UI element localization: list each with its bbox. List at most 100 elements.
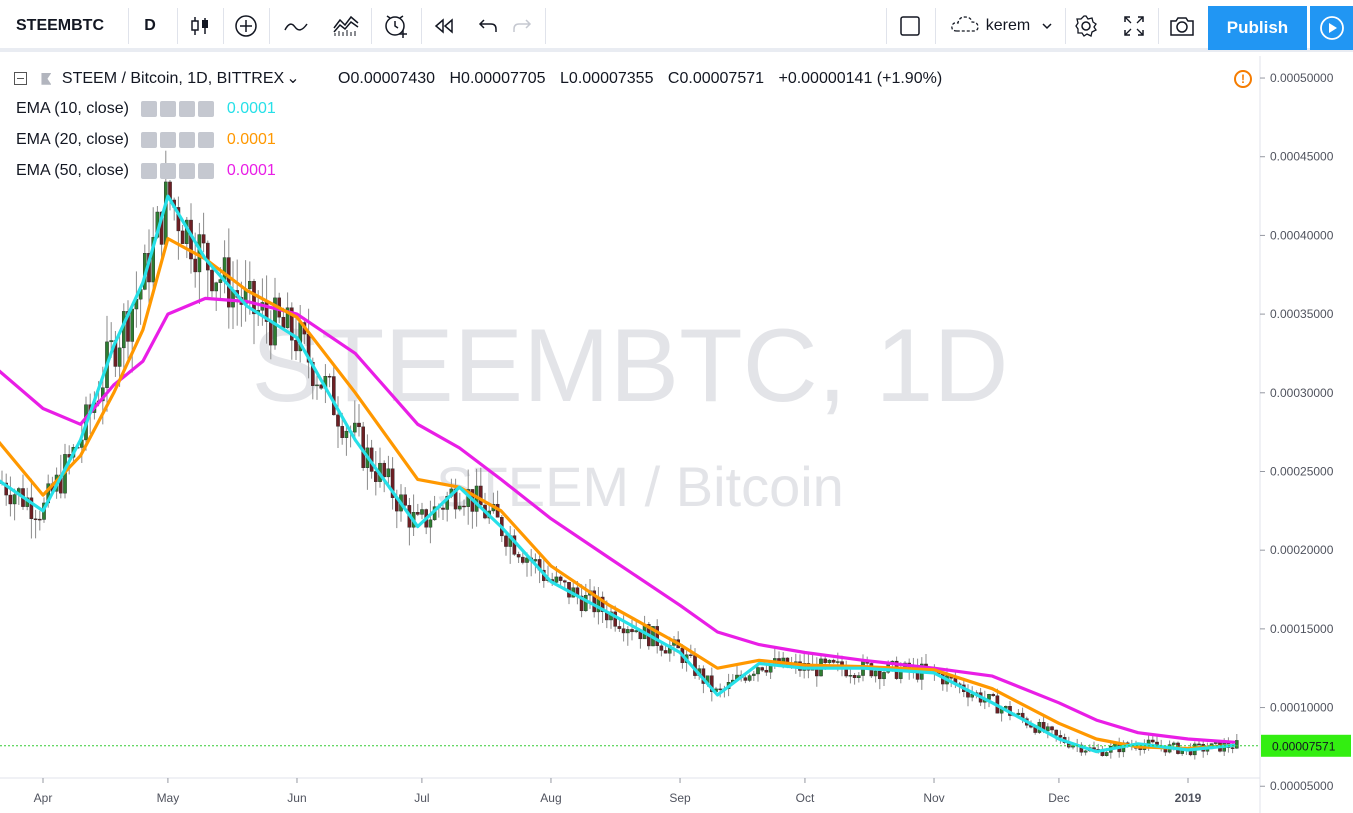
indicators-icon[interactable] bbox=[324, 6, 368, 46]
candle-body bbox=[210, 269, 214, 292]
interval-selector[interactable]: D bbox=[144, 17, 156, 34]
plus-icon[interactable] bbox=[179, 100, 196, 117]
candle-body bbox=[29, 497, 34, 520]
candle-body bbox=[281, 316, 286, 328]
alert-icon[interactable] bbox=[374, 6, 418, 46]
chart-area[interactable]: STEEMBTC, 1D STEEM / Bitcoin 0.00050000 0… bbox=[0, 56, 1353, 813]
time-axis[interactable]: Apr May Jun Jul Aug Sep Oct Nov Dec 2019 bbox=[34, 778, 1202, 805]
x-tick-label: Jul bbox=[414, 791, 429, 805]
warning-icon[interactable]: ! bbox=[1234, 70, 1252, 88]
candles-icon[interactable] bbox=[180, 6, 220, 46]
candle-body bbox=[621, 628, 626, 634]
play-icon[interactable] bbox=[1310, 6, 1353, 50]
candle-body bbox=[290, 307, 294, 341]
candle-body bbox=[827, 659, 832, 663]
candle-body bbox=[416, 512, 420, 515]
candle-body bbox=[252, 281, 256, 315]
indicator-value: 0.0001 bbox=[226, 131, 276, 148]
series-title[interactable]: STEEM / Bitcoin, 1D, BITTREX bbox=[61, 70, 285, 87]
plus-icon[interactable] bbox=[179, 131, 196, 148]
snapshot-icon[interactable] bbox=[1162, 6, 1202, 46]
candle-body bbox=[525, 557, 529, 563]
candle-body bbox=[353, 422, 357, 433]
candle-body bbox=[878, 670, 882, 680]
candle-body bbox=[1150, 739, 1155, 743]
fullscreen-icon[interactable] bbox=[1114, 6, 1154, 46]
symbol-search[interactable]: STEEMBTC bbox=[16, 17, 104, 34]
candle-body bbox=[33, 518, 38, 521]
eye-icon[interactable] bbox=[141, 131, 158, 148]
candle-body bbox=[663, 650, 668, 654]
candle-body bbox=[420, 509, 424, 515]
price-chart[interactable]: STEEMBTC, 1D STEEM / Bitcoin 0.000500000… bbox=[0, 56, 1353, 813]
candle-body bbox=[831, 659, 836, 663]
close-icon[interactable] bbox=[198, 162, 215, 179]
candle-body bbox=[344, 430, 349, 438]
y-tick-label: 0.00005000 bbox=[1270, 779, 1334, 793]
publish-button[interactable]: Publish bbox=[1208, 6, 1307, 50]
layout-icon[interactable] bbox=[892, 6, 928, 46]
candle-body bbox=[163, 181, 168, 245]
indicator-legend-ema50[interactable]: EMA (50, close) 0.0001 bbox=[16, 162, 276, 180]
candle-body bbox=[205, 242, 210, 271]
x-tick-label: Jun bbox=[287, 791, 306, 805]
indicator-label: EMA (10, close) bbox=[16, 100, 129, 117]
ohlc-close: C0.00007571 bbox=[667, 70, 765, 87]
ema-line-10 bbox=[0, 194, 1236, 754]
candle-body bbox=[756, 667, 760, 675]
candle-body bbox=[180, 230, 185, 244]
replay-icon[interactable] bbox=[424, 6, 464, 46]
add-indicator-icon[interactable] bbox=[226, 6, 266, 46]
candle-body bbox=[1045, 726, 1050, 732]
candle-body bbox=[218, 279, 223, 283]
settings-icon[interactable] bbox=[1066, 6, 1106, 46]
undo-icon[interactable] bbox=[468, 6, 508, 46]
indicator-legend-ema20[interactable]: EMA (20, close) 0.0001 bbox=[16, 131, 276, 149]
eye-icon[interactable] bbox=[141, 162, 158, 179]
redo-icon[interactable] bbox=[504, 6, 540, 46]
y-tick-label: 0.00020000 bbox=[1270, 543, 1334, 557]
candle-body bbox=[836, 661, 840, 663]
candle-body bbox=[873, 670, 878, 677]
candle-body bbox=[882, 672, 886, 680]
candle-body bbox=[386, 468, 391, 478]
close-icon[interactable] bbox=[198, 131, 215, 148]
candle-body bbox=[458, 505, 462, 510]
gear-icon[interactable] bbox=[160, 100, 177, 117]
close-icon[interactable] bbox=[198, 100, 215, 117]
candle-body bbox=[327, 376, 332, 378]
candle-body bbox=[848, 675, 853, 677]
x-tick-label: 2019 bbox=[1175, 791, 1202, 805]
candle-body bbox=[630, 629, 634, 633]
gear-icon[interactable] bbox=[160, 162, 177, 179]
compare-icon[interactable] bbox=[274, 6, 318, 46]
candle-body bbox=[718, 688, 722, 691]
candle-body bbox=[285, 307, 290, 328]
candle-body bbox=[987, 694, 991, 700]
candle-body bbox=[747, 675, 752, 681]
collapse-icon[interactable] bbox=[14, 72, 27, 86]
candle-body bbox=[533, 559, 538, 562]
price-axis[interactable]: 0.00050000 0.00045000 0.00040000 0.00035000… bbox=[1260, 71, 1334, 793]
candle-body bbox=[269, 321, 273, 346]
indicator-legend-ema10[interactable]: EMA (10, close) 0.0001 bbox=[16, 100, 276, 118]
candle-body bbox=[4, 482, 8, 496]
user-menu[interactable]: kerem bbox=[940, 6, 1062, 46]
candle-body bbox=[445, 496, 450, 510]
ohlc-low: L0.00007355 bbox=[560, 70, 654, 87]
candle-body bbox=[390, 468, 395, 498]
x-tick-label: Aug bbox=[540, 791, 561, 805]
gear-icon[interactable] bbox=[160, 131, 177, 148]
watermark-symbol: STEEMBTC, 1D bbox=[252, 308, 1009, 424]
candle-body bbox=[659, 645, 664, 651]
plus-icon[interactable] bbox=[179, 162, 196, 179]
candle-body bbox=[8, 494, 13, 505]
candle-body bbox=[201, 234, 206, 244]
watermark-description: STEEM / Bitcoin bbox=[436, 455, 844, 518]
x-tick-label: May bbox=[157, 791, 180, 805]
last-price: 0.00007571 bbox=[0, 734, 1351, 757]
y-tick-label: 0.00030000 bbox=[1270, 386, 1334, 400]
eye-icon[interactable] bbox=[141, 100, 158, 117]
ohlc-open: O0.00007430 bbox=[338, 70, 436, 87]
chevron-down-icon[interactable]: ⌄ bbox=[286, 70, 300, 87]
